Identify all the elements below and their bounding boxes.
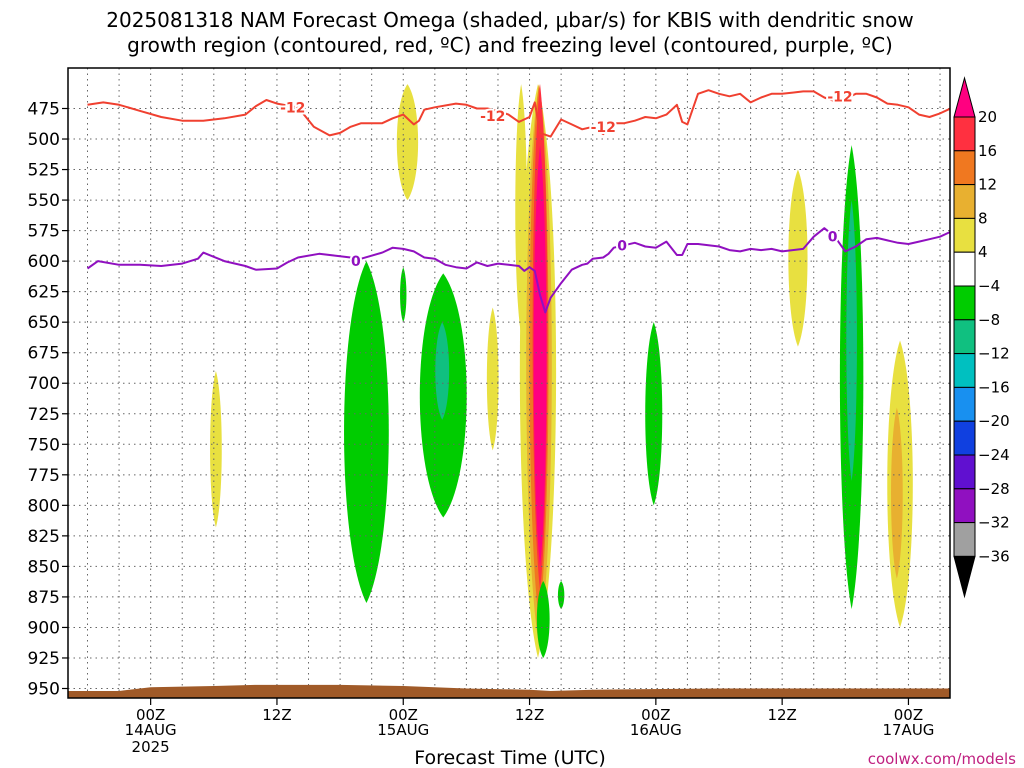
omega-region-1 — [396, 84, 419, 201]
y-tick-label-525: 525 — [28, 161, 60, 181]
omega-shading — [210, 84, 913, 658]
y-tick-label-675: 675 — [28, 344, 60, 364]
ground-fill — [68, 684, 950, 698]
colorbar: 20 16 12 8 4 −4 −8 −12 −16 −20 −24 −28 −32 −36 — [953, 76, 1010, 599]
contour-line-0 — [87, 89, 950, 138]
x-tick-label-2: 00Z — [389, 706, 418, 724]
y-tick-label-650: 650 — [28, 313, 60, 333]
colorbar-label-11: −28 — [978, 480, 1010, 498]
y-tick-label-575: 575 — [28, 222, 60, 242]
y-tick-label-475: 475 — [28, 100, 60, 120]
colorbar-label-12: −32 — [978, 514, 1010, 532]
colorbar-swatch-6 — [953, 319, 976, 355]
chart-title-line1: 2025081318 NAM Forecast Omega (shaded, μ… — [106, 8, 914, 32]
colorbar-label-7: −12 — [978, 345, 1010, 363]
omega-region-18 — [645, 322, 663, 506]
colorbar-swatch-3 — [953, 217, 976, 253]
y-tick-label-850: 850 — [28, 557, 60, 577]
colorbar-swatch-1 — [953, 150, 976, 186]
colorbar-label-9: −20 — [978, 412, 1010, 430]
y-tick-label-750: 750 — [28, 435, 60, 455]
omega-region-15 — [435, 322, 450, 420]
omega-region-2 — [486, 307, 499, 451]
colorbar-swatch-9 — [953, 420, 976, 456]
y-tick-label-500: 500 — [28, 130, 60, 150]
x-tick-date-0: 14AUG — [125, 721, 177, 739]
omega-region-16 — [536, 581, 550, 658]
colorbar-swatch-5 — [953, 285, 976, 321]
y-tick-label-825: 825 — [28, 527, 60, 547]
contour-label-0: -12 — [280, 100, 305, 116]
y-tick-label-800: 800 — [28, 496, 60, 516]
y-tick-label-700: 700 — [28, 374, 60, 394]
y-tick-label-900: 900 — [28, 618, 60, 638]
colorbar-label-2: 12 — [978, 176, 997, 194]
y-tick-label-925: 925 — [28, 649, 60, 669]
contour-label-5: 0 — [617, 238, 627, 254]
x-tick-label-1: 12Z — [262, 706, 291, 724]
y-tick-label-550: 550 — [28, 191, 60, 211]
colorbar-label-10: −24 — [978, 446, 1010, 464]
colorbar-swatch-12 — [953, 522, 976, 557]
colorbar-label-3: 8 — [978, 209, 988, 227]
colorbar-top-arrow — [953, 76, 976, 118]
x-tick-year-0: 2025 — [132, 738, 170, 756]
x-tick-date-2: 15AUG — [377, 721, 429, 739]
x-tick-date-6: 17AUG — [882, 721, 934, 739]
omega-region-11 — [533, 145, 547, 567]
y-axis: 475 500 525 550 575 600 625 650 675 700 725 750 775 8… — [28, 100, 68, 700]
colorbar-swatch-10 — [953, 454, 976, 490]
colorbar-label-5: −4 — [978, 277, 1000, 295]
colorbar-label-1: 16 — [978, 142, 997, 160]
ground-surface — [68, 684, 950, 698]
x-tick-date-4: 16AUG — [630, 721, 682, 739]
contour-labels: -12 -12 -12 -12 0 0 0 — [278, 87, 855, 272]
y-tick-label-625: 625 — [28, 283, 60, 303]
colorbar-swatch-8 — [953, 386, 976, 422]
colorbar-swatch-2 — [953, 184, 976, 219]
colorbar-label-4: 4 — [978, 243, 988, 261]
colorbar-label-13: −36 — [978, 547, 1010, 565]
colorbar-swatch-7 — [953, 353, 976, 388]
colorbar-swatch-0 — [953, 116, 976, 152]
y-tick-label-875: 875 — [28, 588, 60, 608]
contour-line-1 — [86, 227, 950, 314]
omega-region-12 — [344, 261, 389, 604]
x-axis-label: Forecast Time (UTC) — [414, 747, 605, 768]
omega-region-5 — [788, 169, 808, 347]
omega-region-20 — [846, 200, 857, 481]
x-tick-label-0: 00Z — [136, 706, 165, 724]
omega-region-17 — [557, 581, 565, 610]
contour-label-4: 0 — [351, 254, 361, 270]
x-tick-label-3: 12Z — [515, 706, 544, 724]
grid-lines — [68, 68, 950, 698]
y-tick-label-775: 775 — [28, 466, 60, 486]
omega-region-0 — [210, 371, 222, 528]
y-tick-label-600: 600 — [28, 252, 60, 272]
contour-label-1: -12 — [480, 109, 505, 125]
y-tick-label-725: 725 — [28, 405, 60, 425]
x-tick-label-6: 00Z — [894, 706, 923, 724]
y-tick-label-950: 950 — [28, 680, 60, 700]
credit-text: coolwx.com/models — [868, 750, 1016, 768]
colorbar-label-6: −8 — [978, 311, 1000, 329]
chart-title-line2: growth region (contoured, red, ºC) and f… — [127, 33, 893, 57]
contour-label-3: -12 — [827, 89, 852, 105]
colorbar-swatch-11 — [953, 488, 976, 524]
colorbar-swatch-4 — [953, 251, 976, 287]
colorbar-bottom-arrow — [953, 555, 976, 599]
x-tick-label-4: 00Z — [641, 706, 670, 724]
colorbar-label-0: 20 — [978, 108, 997, 126]
contour-lines — [86, 89, 950, 314]
contour-label-6: 0 — [828, 230, 838, 246]
colorbar-label-8: −16 — [978, 378, 1010, 396]
x-tick-label-5: 12Z — [767, 706, 796, 724]
contour-label-2: -12 — [591, 120, 616, 136]
